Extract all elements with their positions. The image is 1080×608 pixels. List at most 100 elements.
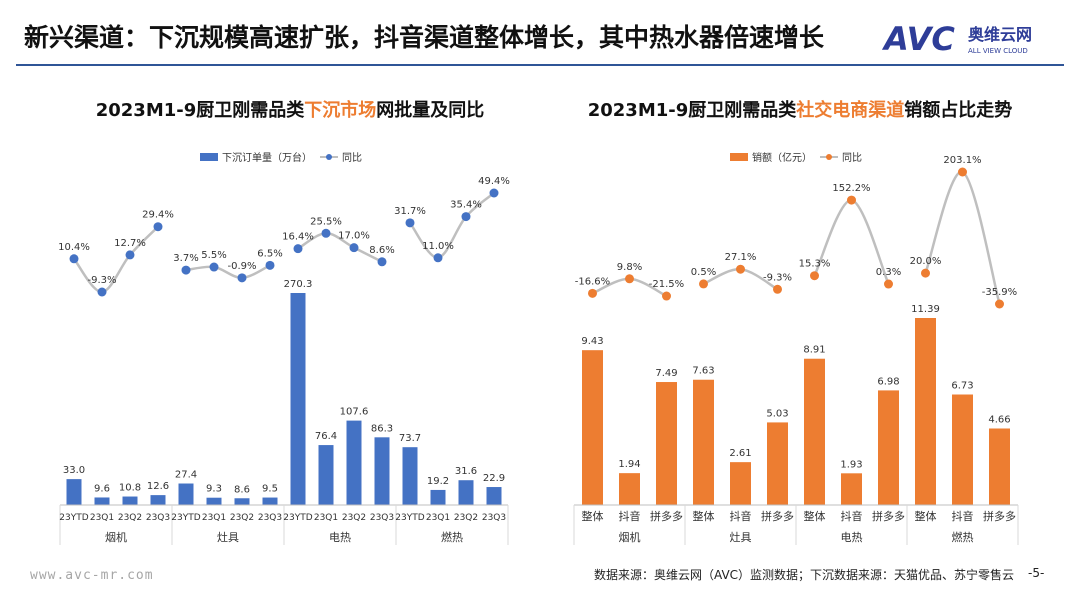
bar-value-label: 4.66: [988, 414, 1010, 425]
yoy-line: [924, 170, 1001, 305]
right-chart-title-post: 销额占比走势: [904, 100, 1013, 121]
yoy-value-label: -21.5%: [649, 279, 684, 290]
right-chart-title: 2023M1-9厨卫刚需品类社交电商渠道销额占比走势: [560, 96, 1040, 122]
bar: [915, 318, 936, 505]
yoy-value-label: 49.4%: [478, 176, 510, 187]
yoy-point: [995, 299, 1004, 309]
yoy-point: [237, 273, 247, 283]
group-label: 电热: [841, 531, 863, 544]
yoy-point: [433, 253, 443, 263]
bar-value-label: 27.4: [175, 470, 197, 481]
bar: [730, 462, 751, 505]
right-chart-title-highlight: 社交电商渠道: [796, 100, 905, 121]
x-tick-label: 23Q3: [146, 513, 170, 523]
yoy-point: [265, 260, 275, 270]
yoy-value-label: 31.7%: [394, 206, 426, 217]
yoy-value-label: 152.2%: [832, 183, 870, 194]
x-tick-label: 23Q2: [454, 513, 478, 523]
bar: [486, 487, 502, 505]
yoy-point: [625, 274, 634, 284]
left-chart-title-pre: 2023M1-9厨卫刚需品类: [95, 100, 305, 121]
yoy-value-label: 12.7%: [114, 238, 146, 249]
yoy-line: [72, 225, 159, 294]
bar: [619, 473, 640, 505]
bar: [952, 394, 973, 505]
yoy-value-label: -9.3%: [87, 275, 116, 286]
bar-value-label: 11.39: [911, 304, 940, 315]
yoy-value-label: 16.4%: [282, 232, 314, 243]
yoy-value-label: 0.3%: [876, 267, 901, 278]
header-rule: [16, 64, 1064, 66]
group-label: 灶具: [217, 531, 239, 544]
yoy-value-label: 17.0%: [338, 231, 370, 242]
chart-legend: 销额（亿元） 同比: [730, 151, 862, 164]
bar-value-label: 107.6: [340, 407, 369, 418]
yoy-value-label: 25.5%: [310, 216, 342, 227]
left-chart-title-highlight: 下沉市场: [304, 100, 377, 121]
logo-avc-text: AVC: [882, 20, 955, 58]
x-tick-label: 23Q3: [482, 513, 506, 523]
legend-line-marker: [826, 154, 832, 160]
bar: [234, 498, 250, 505]
group-label: 烟机: [105, 530, 127, 544]
yoy-value-label: 15.3%: [799, 259, 831, 270]
bar: [402, 447, 418, 505]
yoy-point: [69, 254, 79, 264]
x-tick-label: 拼多多: [983, 509, 1016, 523]
yoy-value-label: -9.3%: [763, 272, 792, 283]
logo-en-text: ALL VIEW CLOUD: [968, 47, 1028, 55]
yoy-value-label: -35.9%: [982, 287, 1017, 298]
bar: [656, 382, 677, 505]
yoy-point: [810, 271, 819, 281]
legend-line-marker: [326, 154, 332, 160]
yoy-point: [662, 291, 671, 301]
bar-value-label: 6.98: [877, 376, 899, 387]
x-tick-label: 抖音: [952, 509, 974, 523]
bar-value-label: 7.49: [655, 368, 677, 379]
bar-value-label: 5.03: [766, 408, 788, 419]
bar: [346, 420, 362, 505]
x-tick-label: 整体: [582, 509, 604, 523]
x-tick-label: 23Q1: [202, 513, 226, 523]
bar-value-label: 1.93: [840, 459, 862, 470]
yoy-value-label: 35.4%: [450, 200, 482, 211]
bar: [693, 379, 714, 505]
bar-value-label: 22.9: [483, 473, 505, 484]
x-tick-label: 23Q2: [118, 513, 142, 523]
bar-value-label: 270.3: [284, 279, 313, 290]
bar-value-label: 9.5: [262, 484, 278, 495]
bar-value-label: 10.8: [119, 483, 141, 494]
bar-value-label: 9.43: [581, 336, 603, 347]
bar-value-label: 7.63: [692, 366, 714, 377]
x-tick-label: 拼多多: [761, 509, 794, 523]
bar-value-label: 31.6: [455, 466, 477, 477]
x-tick-label: 23Q2: [230, 513, 254, 523]
bar-value-label: 6.73: [951, 381, 973, 392]
yoy-point: [125, 250, 135, 260]
x-tick-label: 23YTD: [59, 513, 88, 523]
yoy-value-label: 29.4%: [142, 210, 174, 221]
yoy-value-label: 203.1%: [943, 155, 981, 166]
avc-logo: AVC 奥维云网 ALL VIEW CLOUD: [882, 20, 1032, 58]
bar: [878, 390, 899, 505]
footer-url: www.avc-mr.com: [30, 568, 154, 583]
group-label: 燃热: [441, 530, 463, 544]
legend-line-label: 同比: [842, 152, 862, 164]
yoy-point: [921, 268, 930, 278]
bar: [582, 350, 603, 505]
x-tick-label: 23Q3: [258, 513, 282, 523]
x-tick-label: 整体: [693, 509, 715, 523]
x-tick-label: 拼多多: [650, 509, 683, 523]
yoy-point: [377, 257, 387, 267]
bar: [206, 497, 222, 505]
bar: [430, 489, 446, 505]
bar: [989, 428, 1010, 505]
bar: [767, 422, 788, 505]
x-tick-label: 拼多多: [872, 509, 905, 523]
yoy-value-label: 9.8%: [617, 262, 642, 273]
bar: [458, 480, 474, 505]
x-tick-label: 23Q2: [342, 513, 366, 523]
legend-bar-swatch: [200, 153, 218, 161]
x-tick-label: 23YTD: [395, 513, 424, 523]
yoy-line: [185, 264, 271, 280]
